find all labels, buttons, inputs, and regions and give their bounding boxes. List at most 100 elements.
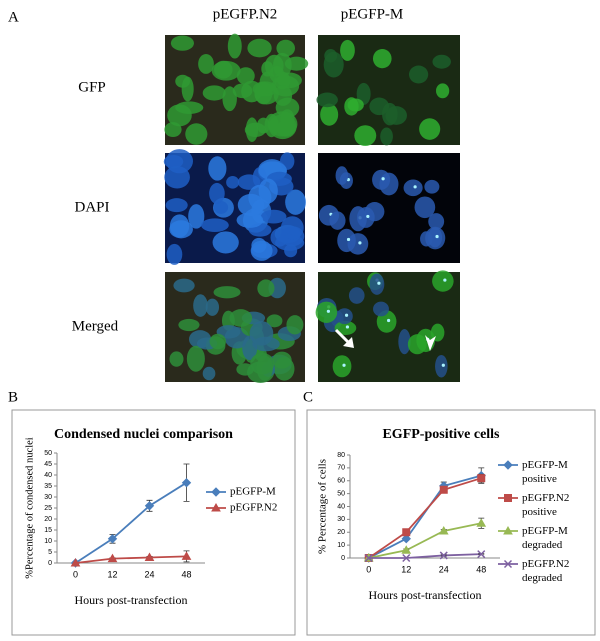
column-header: pEGFP-M <box>341 6 404 22</box>
cell <box>213 286 241 299</box>
cell <box>245 117 259 142</box>
cell <box>260 209 287 224</box>
x-axis-label: Hours post-transfection <box>369 588 482 602</box>
y-tick-label: 30 <box>337 516 345 523</box>
condensed-nucleus <box>342 363 346 367</box>
cell <box>329 211 346 230</box>
cell <box>323 51 344 78</box>
cell <box>226 176 240 189</box>
panel-label: C <box>303 389 313 405</box>
y-tick-label: 5 <box>48 549 52 556</box>
cell <box>258 178 278 204</box>
cell <box>236 212 264 228</box>
cell <box>369 273 385 295</box>
y-tick-label: 80 <box>337 452 345 459</box>
y-tick-label: 50 <box>337 490 345 497</box>
x-tick-label: 0 <box>73 569 78 579</box>
y-tick-label: 70 <box>337 465 345 472</box>
y-tick-label: 10 <box>337 542 345 549</box>
cell <box>273 85 293 106</box>
cell <box>432 270 454 292</box>
cell <box>267 111 298 137</box>
cell <box>209 333 227 350</box>
cell <box>428 227 443 248</box>
cell <box>201 218 229 233</box>
cell <box>320 103 339 126</box>
cell <box>198 53 214 74</box>
y-tick-label: 25 <box>44 505 52 512</box>
cell <box>348 287 365 304</box>
cell <box>428 213 445 230</box>
cell <box>202 366 216 381</box>
point <box>503 559 513 569</box>
cell <box>424 179 440 194</box>
condensed-nucleus <box>413 185 417 189</box>
series-line <box>368 477 482 559</box>
condensed-nucleus <box>443 278 447 282</box>
condensed-nucleus <box>345 325 350 329</box>
point <box>107 553 118 563</box>
point <box>211 502 221 512</box>
point <box>401 533 411 544</box>
cell <box>164 165 190 189</box>
y-tick-label: 15 <box>44 527 52 534</box>
micrographs <box>163 33 460 383</box>
series-line <box>368 553 482 559</box>
cell <box>208 156 227 181</box>
x-tick-label: 48 <box>476 564 486 574</box>
y-tick-label: 0 <box>341 555 345 562</box>
cell <box>250 240 273 261</box>
point <box>503 460 513 470</box>
cell <box>273 52 292 78</box>
y-tick-label: 40 <box>44 472 52 479</box>
condensed-nucleus <box>344 313 349 317</box>
column-header: pEGFP.N2 <box>213 6 278 22</box>
cell <box>372 169 391 190</box>
point <box>476 518 487 527</box>
cell <box>270 228 289 247</box>
y-tick-label: 0 <box>48 560 52 567</box>
cell <box>247 38 272 58</box>
cell <box>178 318 200 332</box>
y-tick-label: 40 <box>337 503 345 510</box>
point <box>107 534 118 544</box>
cell <box>380 127 393 146</box>
cell <box>229 309 253 327</box>
point <box>181 551 192 560</box>
point <box>181 477 192 488</box>
cell <box>436 83 450 99</box>
cell <box>285 189 306 215</box>
cell <box>274 71 291 90</box>
cell <box>249 321 274 346</box>
point <box>438 525 449 535</box>
cell <box>216 325 241 339</box>
cell <box>419 118 441 140</box>
cell <box>227 33 242 59</box>
cell <box>286 315 304 335</box>
point <box>439 551 448 560</box>
point <box>70 557 81 567</box>
cell <box>432 54 451 69</box>
row-label: DAPI <box>74 199 109 215</box>
cell <box>356 206 375 228</box>
cell <box>337 228 356 253</box>
cell <box>354 125 377 147</box>
cell <box>344 97 359 116</box>
cell <box>202 85 226 101</box>
cell <box>373 301 389 317</box>
point <box>401 545 412 554</box>
cell <box>212 231 239 254</box>
legend-label: pEGFP.N2 positive <box>522 492 569 518</box>
condensed-nucleus <box>358 241 362 245</box>
cell <box>332 355 352 378</box>
point <box>364 553 373 563</box>
condensed-nucleus <box>346 237 351 242</box>
cell <box>166 243 183 265</box>
point <box>504 494 512 502</box>
cell <box>335 166 349 185</box>
cell <box>398 329 411 355</box>
cell <box>257 279 275 298</box>
x-tick-label: 12 <box>107 569 117 579</box>
cell <box>175 101 204 114</box>
y-tick-label: 30 <box>44 494 52 501</box>
